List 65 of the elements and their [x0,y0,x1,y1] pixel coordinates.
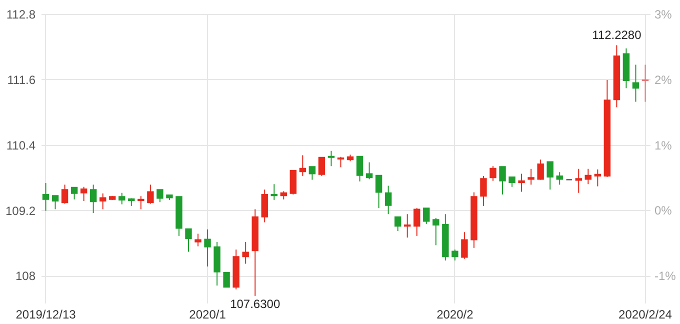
candlestick [194,233,202,247]
candlestick [261,189,268,223]
y-tick-label: 111.6 [7,72,36,87]
candlestick [461,232,468,260]
candlestick [528,168,534,186]
candlestick [61,184,68,204]
candlestick [556,172,563,186]
candlestick [632,64,640,102]
y2-tick-label: 0% [654,204,672,218]
candlestick [99,192,106,210]
candlestick [147,184,154,204]
candlestick [156,189,164,203]
candlestick [584,168,592,185]
candlestick [404,214,411,238]
x-tick-label: 2019/12/13 [16,308,76,322]
candlestick [594,168,602,187]
candlestick [80,186,88,202]
y2-tick-label: 3% [654,8,672,22]
candlestick [328,150,335,167]
candlestick [223,271,230,288]
x-tick-label: 2020/2 [436,308,474,322]
candlestick [204,228,211,267]
candlestick [384,185,392,215]
annotation: 107.6300 [230,296,280,311]
candlestick [356,156,364,182]
candlestick [337,156,344,168]
candlestick [642,64,649,102]
candlestick [518,173,525,192]
candlestick [270,184,278,200]
candlestick [452,249,458,261]
candlestick [299,154,306,176]
candlestick [414,208,420,236]
candlestick [546,161,554,190]
y2-tick-label: 2% [654,72,672,87]
y2-tick-label: 1% [654,138,672,152]
candlestick [290,170,297,195]
candlestick [423,208,430,224]
candlestick [242,241,249,264]
y-tick-label: 110.4 [6,138,36,152]
candlestick [537,159,544,180]
candlestick [480,175,487,206]
candlestick [308,166,316,180]
candlestick [42,182,50,212]
y-tick-label: 108 [15,269,36,284]
y2-tick-label: -1% [654,269,676,284]
x-tick-label: 2020/2/24 [618,308,672,322]
candlestick [508,176,516,188]
y-tick-label: 112.8 [6,8,36,22]
candlestick [394,216,402,232]
candlestick [52,195,59,210]
candlestick [499,166,506,195]
candlestick [70,186,78,200]
candlestick [432,217,440,246]
candlestick [118,192,126,205]
annotation: 112.2280 [592,28,642,42]
candlestick [375,174,382,209]
candlestick [318,156,326,176]
candlestick [185,228,192,252]
y-tick-label: 109.2 [5,204,36,218]
candlestick [490,166,496,182]
candlestick [575,168,582,194]
candlestick [366,162,373,180]
x-tick-label: 2020/1 [189,308,226,322]
candlestick [90,184,97,214]
candlestick [138,196,144,210]
